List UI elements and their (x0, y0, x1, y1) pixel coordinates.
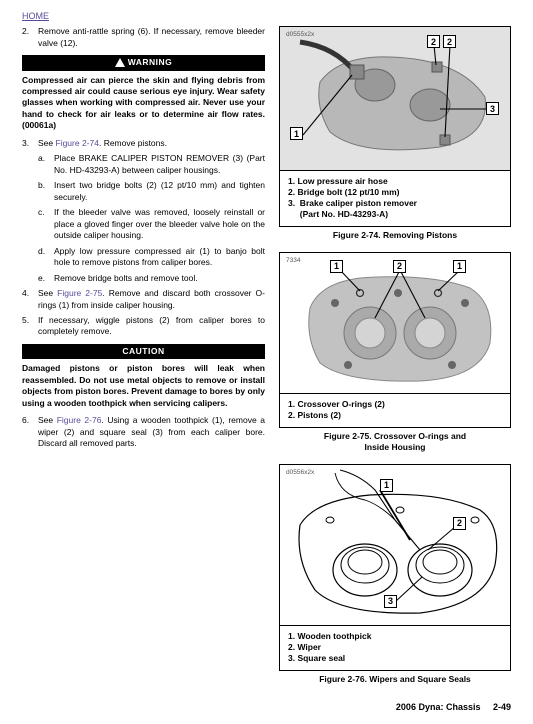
n: 5. (22, 315, 38, 338)
legend-item: 2. Pistons (2) (288, 410, 502, 421)
caution-text: Damaged pistons or piston bores will lea… (22, 363, 265, 409)
callout-2b: 2 (443, 35, 456, 48)
image-code: d0555x2x (286, 31, 314, 40)
figure-2-75: 7334 1 1 2 (279, 252, 511, 428)
page-columns: 2. Remove anti-rattle spring (6). If nec… (22, 26, 511, 695)
legend-item: 2. Wiper (288, 642, 502, 653)
legend-item: 1. Crossover O-rings (2) (288, 399, 502, 410)
housing-svg (280, 253, 510, 393)
figure-caption: Figure 2-75. Crossover O-rings and Insid… (279, 431, 511, 454)
callout-3: 3 (384, 595, 397, 608)
t: Apply low pressure compressed air (1) to… (54, 246, 265, 269)
figure-link[interactable]: Figure 2-74 (56, 138, 99, 148)
callout-1: 1 (290, 127, 303, 140)
n: 6. (22, 415, 38, 449)
doc-title: 2006 Dyna: Chassis (396, 702, 481, 712)
t: See Figure 2-75. Remove and discard both… (38, 288, 265, 311)
legend-item: 1. Low pressure air hose (288, 176, 502, 187)
step-3e: e.Remove bridge bolts and remove tool. (38, 273, 265, 284)
step-3: 3. See Figure 2-74. Remove pistons. (22, 138, 265, 149)
step-4: 4. See Figure 2-75. Remove and discard b… (22, 288, 265, 311)
n: d. (38, 246, 54, 269)
t: If the bleeder valve was removed, loosel… (54, 207, 265, 241)
callout-1b: 1 (453, 260, 466, 273)
caliper-svg (280, 27, 510, 170)
caution-banner: CAUTION (22, 344, 265, 359)
t: Insert two bridge bolts (2) (12 pt/10 mm… (54, 180, 265, 203)
step-3a: a.Place BRAKE CALIPER PISTON REMOVER (3)… (38, 153, 265, 176)
n: a. (38, 153, 54, 176)
figure-2-74: d0555x2x 1 2 2 3 1. Low pressure air (279, 26, 511, 227)
step-3b: b.Insert two bridge bolts (2) (12 pt/10 … (38, 180, 265, 203)
left-column: 2. Remove anti-rattle spring (6). If nec… (22, 26, 265, 695)
step-3c: c.If the bleeder valve was removed, loos… (38, 207, 265, 241)
callout-2: 2 (427, 35, 440, 48)
t: . Remove pistons. (99, 138, 167, 148)
n: e. (38, 273, 54, 284)
page-number: 2-49 (493, 702, 511, 712)
figure-caption: Figure 2-76. Wipers and Square Seals (279, 674, 511, 685)
warning-triangle-icon (115, 58, 125, 67)
callout-2: 2 (453, 517, 466, 530)
t: See (38, 288, 57, 298)
t: Remove bridge bolts and remove tool. (54, 273, 265, 284)
right-column: d0555x2x 1 2 2 3 1. Low pressure air (279, 26, 511, 695)
figure-image: d0555x2x 1 2 2 3 (280, 27, 510, 170)
t: Place BRAKE CALIPER PISTON REMOVER (3) (… (54, 153, 265, 176)
legend-item: 3. Brake caliper piston remover (Part No… (288, 198, 502, 220)
callout-2: 2 (393, 260, 406, 273)
figure-2-76: d0556x2x 1 2 3 (279, 464, 511, 671)
step-3d: d.Apply low pressure compressed air (1) … (38, 246, 265, 269)
callout-1: 1 (380, 479, 393, 492)
page-footer: 2006 Dyna: Chassis 2-49 (22, 701, 511, 713)
image-code: d0556x2x (286, 469, 314, 478)
t: See (38, 415, 57, 425)
figure-image: 7334 1 1 2 (280, 253, 510, 393)
callout-3: 3 (486, 102, 499, 115)
figure-legend: 1. Wooden toothpick 2. Wiper 3. Square s… (280, 625, 510, 670)
caution-label: CAUTION (122, 346, 164, 357)
t: If necessary, wiggle pistons (2) from ca… (38, 315, 265, 338)
legend-item: 3. Square seal (288, 653, 502, 664)
t: See (38, 138, 56, 148)
warning-banner: WARNING (22, 55, 265, 70)
n: c. (38, 207, 54, 241)
t: See Figure 2-76. Using a wooden toothpic… (38, 415, 265, 449)
step-text: See Figure 2-74. Remove pistons. (38, 138, 265, 149)
warning-label: WARNING (128, 57, 173, 68)
n: 4. (22, 288, 38, 311)
legend-item: 1. Wooden toothpick (288, 631, 502, 642)
n: b. (38, 180, 54, 203)
callout-1: 1 (330, 260, 343, 273)
figure-link[interactable]: Figure 2-75 (57, 288, 102, 298)
figure-caption: Figure 2-74. Removing Pistons (279, 230, 511, 241)
step-5: 5. If necessary, wiggle pistons (2) from… (22, 315, 265, 338)
legend-item: 2. Bridge bolt (12 pt/10 mm) (288, 187, 502, 198)
step-2: 2. Remove anti-rattle spring (6). If nec… (22, 26, 265, 49)
home-link[interactable]: HOME (22, 10, 49, 22)
warning-text: Compressed air can pierce the skin and f… (22, 75, 265, 132)
step-text: Remove anti-rattle spring (6). If necess… (38, 26, 265, 49)
step-6: 6. See Figure 2-76. Using a wooden tooth… (22, 415, 265, 449)
figure-image: d0556x2x 1 2 3 (280, 465, 510, 625)
figure-link[interactable]: Figure 2-76 (57, 415, 102, 425)
step-number: 2. (22, 26, 38, 49)
step-number: 3. (22, 138, 38, 149)
image-code: 7334 (286, 257, 300, 266)
figure-legend: 1. Low pressure air hose 2. Bridge bolt … (280, 170, 510, 226)
figure-legend: 1. Crossover O-rings (2) 2. Pistons (2) (280, 393, 510, 427)
